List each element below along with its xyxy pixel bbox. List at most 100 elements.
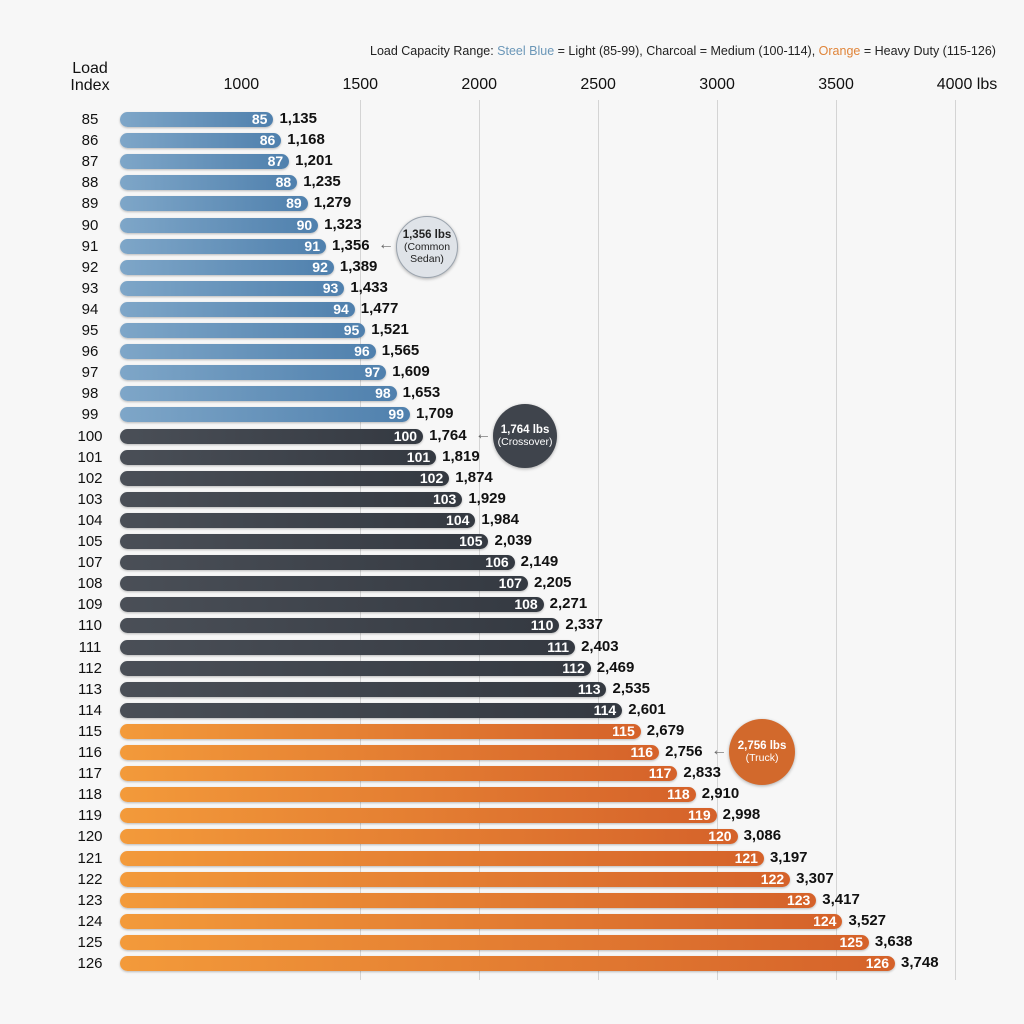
bar: 86: [120, 132, 282, 149]
bar: 108: [120, 596, 544, 613]
value-label: 2,833: [683, 764, 721, 782]
legend-prefix: Load Capacity Range:: [370, 44, 498, 58]
value-label: 1,565: [381, 342, 420, 360]
bar-index-label: 124: [813, 912, 837, 929]
value-label: 2,149: [520, 553, 559, 571]
bar: 90: [120, 217, 319, 233]
row-label: 90: [81, 216, 99, 234]
gridline: [598, 100, 600, 980]
value-label: 1,168: [287, 131, 325, 149]
value-label: 2,998: [722, 806, 761, 824]
x-tick-label: 4000 lbs: [936, 76, 998, 93]
value-label: 1,521: [371, 321, 409, 338]
bar-index-label: 115: [612, 722, 635, 739]
value-label: 1,819: [442, 447, 480, 465]
bar-index-label: 104: [446, 511, 470, 528]
row-label: 96: [81, 343, 99, 361]
bar-index-label: 112: [562, 659, 585, 676]
bar-index-label: 101: [406, 448, 431, 465]
bar: 89: [120, 195, 308, 212]
row-label: 95: [81, 322, 99, 339]
value-label: 2,756: [665, 743, 703, 760]
row-label: 103: [77, 490, 103, 508]
row-label: 117: [78, 765, 102, 783]
bar: 87: [120, 153, 290, 170]
bar: 112: [120, 659, 591, 676]
bar-index-label: 105: [459, 533, 483, 549]
value-label: 2,403: [581, 637, 619, 655]
bar: 115: [120, 722, 641, 739]
bar-index-label: 119: [688, 807, 711, 824]
callout-arrow-icon: ←: [711, 742, 728, 759]
bar-index-label: 96: [354, 343, 370, 360]
bar: 107: [120, 575, 528, 592]
value-label: 2,271: [549, 595, 588, 613]
value-label: 2,205: [533, 574, 572, 592]
bar-index-label: 106: [485, 554, 509, 571]
bar: 111: [120, 639, 576, 655]
value-label: 1,653: [402, 384, 441, 402]
bar: 98: [120, 385, 397, 402]
row-label: 114: [78, 701, 102, 719]
bar-index-label: 121: [734, 849, 758, 866]
callout-title: 2,756 lbs: [737, 740, 787, 752]
value-label: 3,307: [796, 869, 834, 887]
value-label: 3,638: [874, 932, 913, 950]
value-label: 2,469: [596, 658, 635, 676]
x-tick-label: 1500: [342, 76, 379, 93]
bar-index-label: 110: [530, 617, 554, 634]
bar: 103: [120, 490, 463, 507]
bar-index-label: 113: [577, 680, 601, 697]
bar-index-label: 114: [593, 701, 617, 718]
bar-index-label: 122: [760, 870, 785, 887]
value-label: 1,279: [313, 194, 352, 212]
gridline: [836, 100, 838, 980]
bar-index-label: 108: [514, 596, 538, 613]
row-label: 89: [81, 195, 99, 213]
bar: 101: [120, 448, 437, 465]
x-tick-label: 2000: [461, 76, 497, 93]
bar: 124: [120, 912, 843, 929]
callout-note: (Common Sedan): [403, 240, 451, 265]
value-label: 2,535: [612, 679, 651, 697]
bar-index-label: 102: [419, 469, 444, 486]
bar-index-label: 123: [786, 891, 811, 908]
bar-index-label: 103: [432, 490, 457, 507]
value-label: 3,197: [769, 848, 808, 866]
bar: 113: [120, 680, 607, 697]
bar: 88: [120, 174, 298, 191]
x-tick-label: 2500: [580, 76, 616, 93]
bar-index-label: 87: [267, 153, 284, 170]
value-label: 1,135: [279, 110, 317, 127]
legend-light-desc: = Light (85-99),: [554, 44, 647, 58]
bar: 92: [120, 259, 334, 275]
row-label: 110: [78, 617, 102, 635]
callout-note: (Truck): [745, 752, 779, 764]
legend: Load Capacity Range: Steel Blue = Light …: [370, 44, 996, 58]
legend-medium-desc: Charcoal = Medium (100-114),: [646, 44, 819, 58]
x-tick-label: 3000: [699, 76, 735, 93]
callout-title: 1,356 lbs: [402, 228, 452, 241]
row-label: 118: [78, 786, 102, 804]
bar-index-label: 95: [343, 322, 360, 338]
value-label: 3,086: [743, 827, 782, 845]
legend-light-name: Steel Blue: [497, 44, 555, 58]
value-label: 3,417: [822, 890, 860, 908]
x-tick-label: 1000: [223, 76, 260, 93]
bar: 105: [120, 533, 489, 549]
bar-index-label: 86: [259, 132, 276, 149]
bar-index-label: 93: [322, 279, 339, 296]
bar: 122: [120, 870, 791, 887]
value-label: 1,609: [392, 363, 430, 381]
callout-arrow-icon: ←: [475, 425, 492, 443]
legend-heavy-name: Orange: [818, 44, 861, 58]
callout-medium: 1,764 lbs (Crossover): [493, 403, 558, 468]
bar-index-label: 91: [304, 237, 320, 254]
row-label: 115: [78, 722, 102, 740]
row-label: 125: [77, 933, 103, 951]
value-label: 3,527: [848, 911, 887, 929]
value-label: 1,709: [415, 405, 454, 423]
gridline: [717, 100, 719, 980]
row-label: 126: [77, 955, 103, 972]
